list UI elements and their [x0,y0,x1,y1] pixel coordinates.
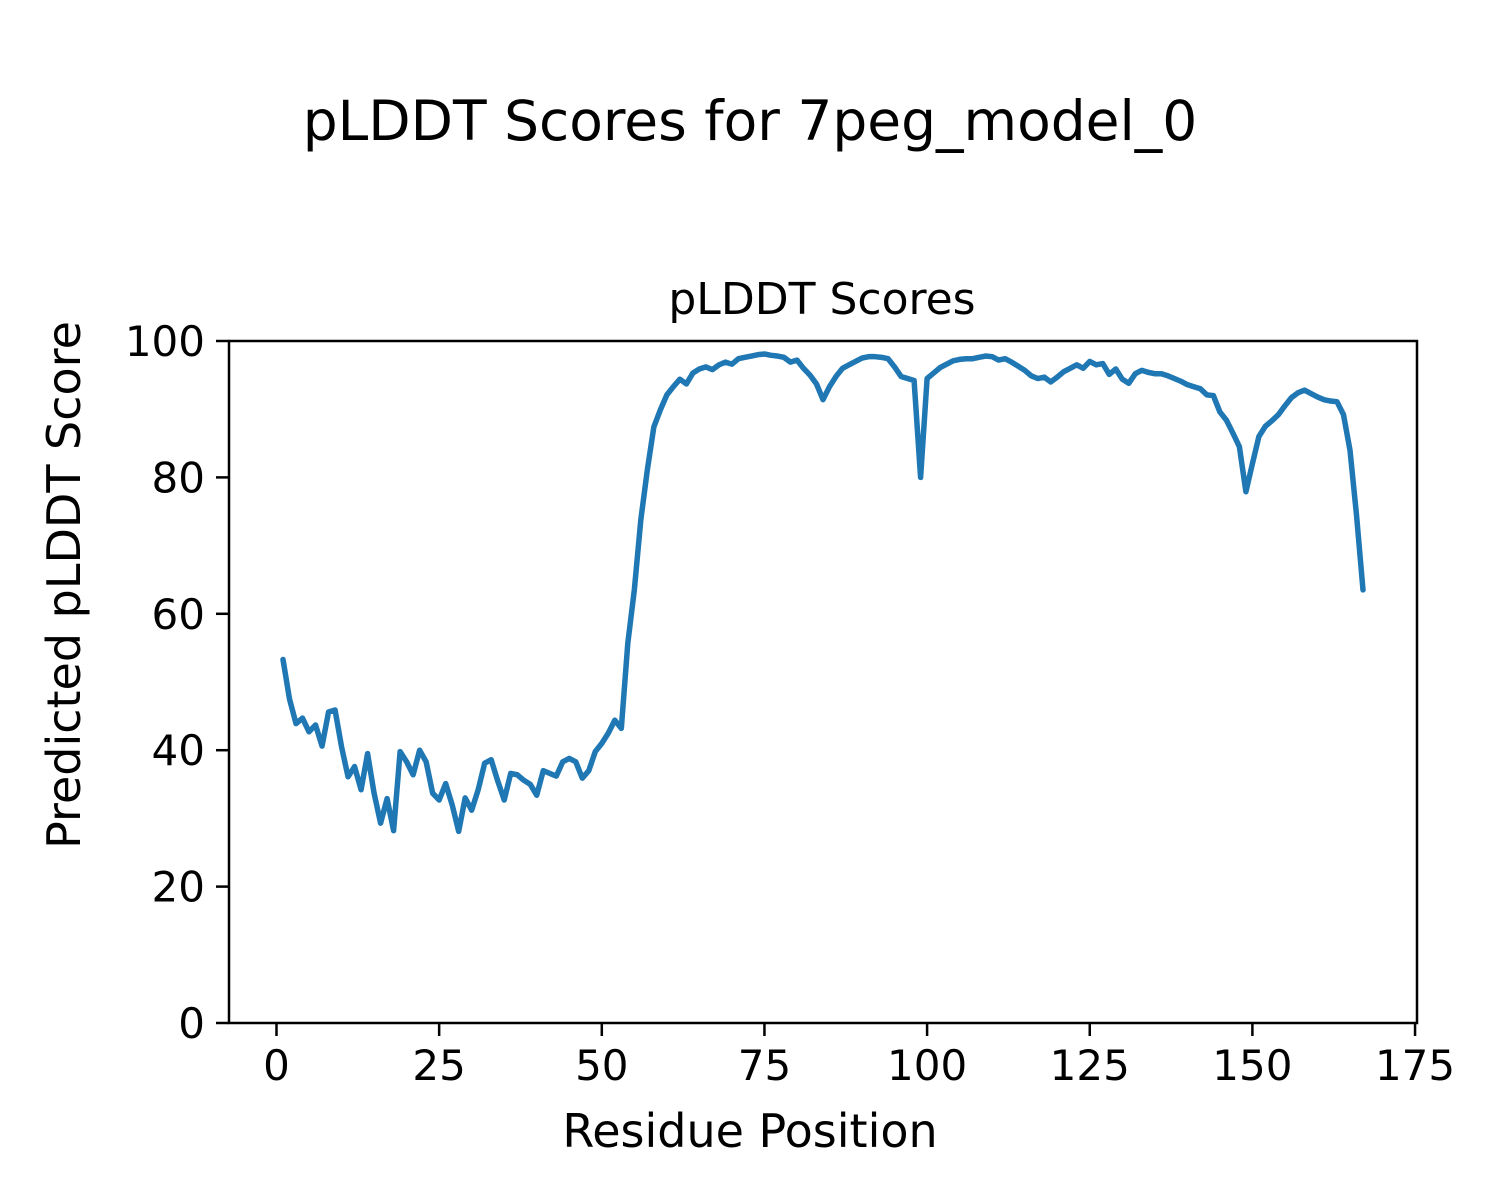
axes-title: pLDDT Scores [668,274,975,325]
x-tick-label: 0 [263,1041,290,1090]
x-tick-label: 75 [738,1041,791,1090]
axes-layer: 0 25 50 75 100 125 150 175 0 20 40 60 80 100 [125,317,1455,1090]
axes-spines [227,339,1419,1025]
x-tick-label: 50 [575,1041,628,1090]
y-tick-label: 0 [178,999,205,1048]
y-tick-label: 100 [125,317,205,366]
pldtt-score-line [280,351,1366,835]
y-tick-label: 60 [152,590,205,639]
x-tick-label: 150 [1212,1041,1292,1090]
x-tick-label: 175 [1375,1041,1455,1090]
y-axis-label: Predicted pLDDT Score [37,321,91,849]
x-tick-label: 100 [887,1041,967,1090]
y-tick-label: 40 [152,726,205,775]
x-tick-label: 125 [1050,1041,1130,1090]
y-tick-label: 20 [152,863,205,912]
x-tick-label: 25 [412,1041,465,1090]
x-axis-label: Residue Position [562,1104,937,1158]
y-tick-label: 80 [152,453,205,502]
figure-suptitle: pLDDT Scores for 7peg_model_0 [303,89,1198,153]
